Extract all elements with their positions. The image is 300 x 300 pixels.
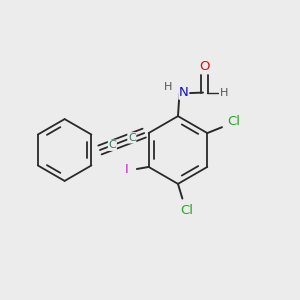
Text: Cl: Cl [180, 204, 193, 217]
Text: C: C [109, 140, 116, 150]
Text: H: H [164, 82, 172, 92]
Text: O: O [199, 60, 210, 73]
Text: I: I [125, 164, 128, 176]
Text: H: H [219, 88, 228, 98]
Text: Cl: Cl [227, 116, 240, 128]
Text: C: C [128, 133, 136, 143]
Text: N: N [179, 86, 189, 99]
